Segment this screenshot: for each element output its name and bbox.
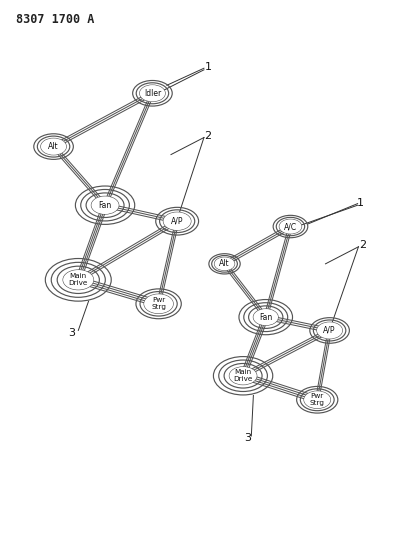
- Text: Alt: Alt: [48, 142, 59, 151]
- Text: Main
Drive: Main Drive: [233, 369, 253, 382]
- Ellipse shape: [279, 220, 302, 233]
- Text: Fan: Fan: [98, 201, 112, 209]
- Text: A/C: A/C: [284, 222, 297, 231]
- Text: 1: 1: [357, 198, 364, 207]
- Text: 2: 2: [204, 131, 212, 141]
- Text: 3: 3: [69, 328, 75, 338]
- Ellipse shape: [164, 212, 191, 230]
- Ellipse shape: [91, 196, 119, 214]
- Ellipse shape: [215, 257, 234, 270]
- Ellipse shape: [253, 309, 278, 325]
- Ellipse shape: [144, 294, 173, 313]
- Ellipse shape: [91, 196, 119, 214]
- Text: A/P: A/P: [323, 326, 336, 335]
- Ellipse shape: [304, 391, 330, 408]
- Text: A/P: A/P: [171, 217, 183, 225]
- Text: 8307 1700 A: 8307 1700 A: [16, 13, 95, 26]
- Ellipse shape: [63, 270, 94, 289]
- Ellipse shape: [41, 139, 66, 155]
- Ellipse shape: [317, 322, 342, 338]
- Ellipse shape: [144, 294, 173, 313]
- Ellipse shape: [253, 309, 278, 325]
- Ellipse shape: [215, 257, 234, 270]
- Ellipse shape: [317, 322, 342, 338]
- Ellipse shape: [63, 270, 94, 289]
- Ellipse shape: [229, 367, 257, 385]
- Ellipse shape: [304, 391, 330, 408]
- Ellipse shape: [140, 85, 165, 101]
- Text: Alt: Alt: [219, 260, 230, 268]
- Ellipse shape: [229, 367, 257, 385]
- Text: Fan: Fan: [259, 313, 272, 321]
- Ellipse shape: [41, 139, 66, 155]
- Text: Pwr
Strg: Pwr Strg: [151, 297, 166, 310]
- Text: Pwr
Strg: Pwr Strg: [310, 393, 325, 406]
- Text: 1: 1: [205, 62, 211, 71]
- Text: Main
Drive: Main Drive: [68, 273, 88, 286]
- Ellipse shape: [279, 220, 302, 233]
- Ellipse shape: [164, 212, 191, 230]
- Text: 3: 3: [244, 433, 250, 443]
- Text: Idler: Idler: [144, 89, 161, 98]
- Ellipse shape: [140, 85, 165, 101]
- Text: 2: 2: [359, 240, 366, 250]
